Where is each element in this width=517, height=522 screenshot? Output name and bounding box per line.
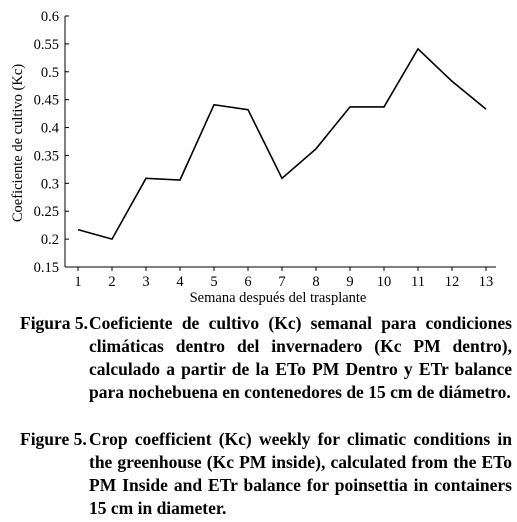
y-tick-label: 0.4	[41, 121, 60, 137]
x-tick-label: 9	[346, 274, 353, 290]
x-tick-label: 8	[312, 274, 319, 290]
chart-axes	[64, 16, 496, 268]
x-tick-label: 5	[210, 274, 217, 290]
x-tick-label: 6	[244, 274, 251, 290]
y-axis-label: Coeficiente de cultivo (Kc)	[10, 64, 26, 222]
x-tick-label: 1	[74, 274, 81, 290]
x-axis-ticks: 1 2 3 4 5 6 7 8 9 10 11 12 13	[74, 267, 493, 290]
x-tick-label: 2	[108, 274, 115, 290]
y-tick-label: 0.2	[41, 232, 59, 248]
x-tick-label: 13	[479, 274, 494, 290]
figure-caption-english: Figure 5. Crop coefficient (Kc) weekly f…	[20, 428, 512, 520]
series-line	[77, 47, 487, 241]
x-tick-label: 11	[411, 274, 425, 290]
y-tick-label: 0.5	[41, 65, 59, 81]
x-tick-label: 7	[278, 274, 285, 290]
y-axis-ticks: 0.15 0.2 0.25 0.3 0.35 0.4 0.45 0.5 0.55 0.6	[34, 9, 69, 276]
y-tick-label: 0.45	[34, 93, 59, 109]
x-tick-label: 12	[445, 274, 460, 290]
caption-label-spanish: Figura 5.	[20, 313, 89, 333]
x-axis-label: Semana después del trasplante	[190, 290, 367, 306]
x-tick-label: 4	[176, 274, 184, 290]
y-tick-label: 0.6	[41, 9, 59, 25]
y-tick-label: 0.15	[34, 260, 59, 276]
figure-caption-spanish: Figura 5. Coeficiente de cultivo (Kc) se…	[20, 312, 512, 404]
y-tick-label: 0.3	[41, 176, 59, 192]
y-tick-label: 0.25	[34, 204, 59, 220]
x-tick-label: 10	[377, 274, 392, 290]
caption-label-english: Figure 5.	[20, 429, 87, 449]
y-tick-label: 0.35	[34, 148, 59, 164]
y-tick-label: 0.55	[34, 37, 59, 53]
caption-text-spanish: Coeficiente de cultivo (Kc) semanal para…	[89, 313, 512, 402]
x-tick-label: 3	[142, 274, 149, 290]
caption-text-english: Crop coefficient (Kc) weekly for climati…	[89, 429, 512, 518]
